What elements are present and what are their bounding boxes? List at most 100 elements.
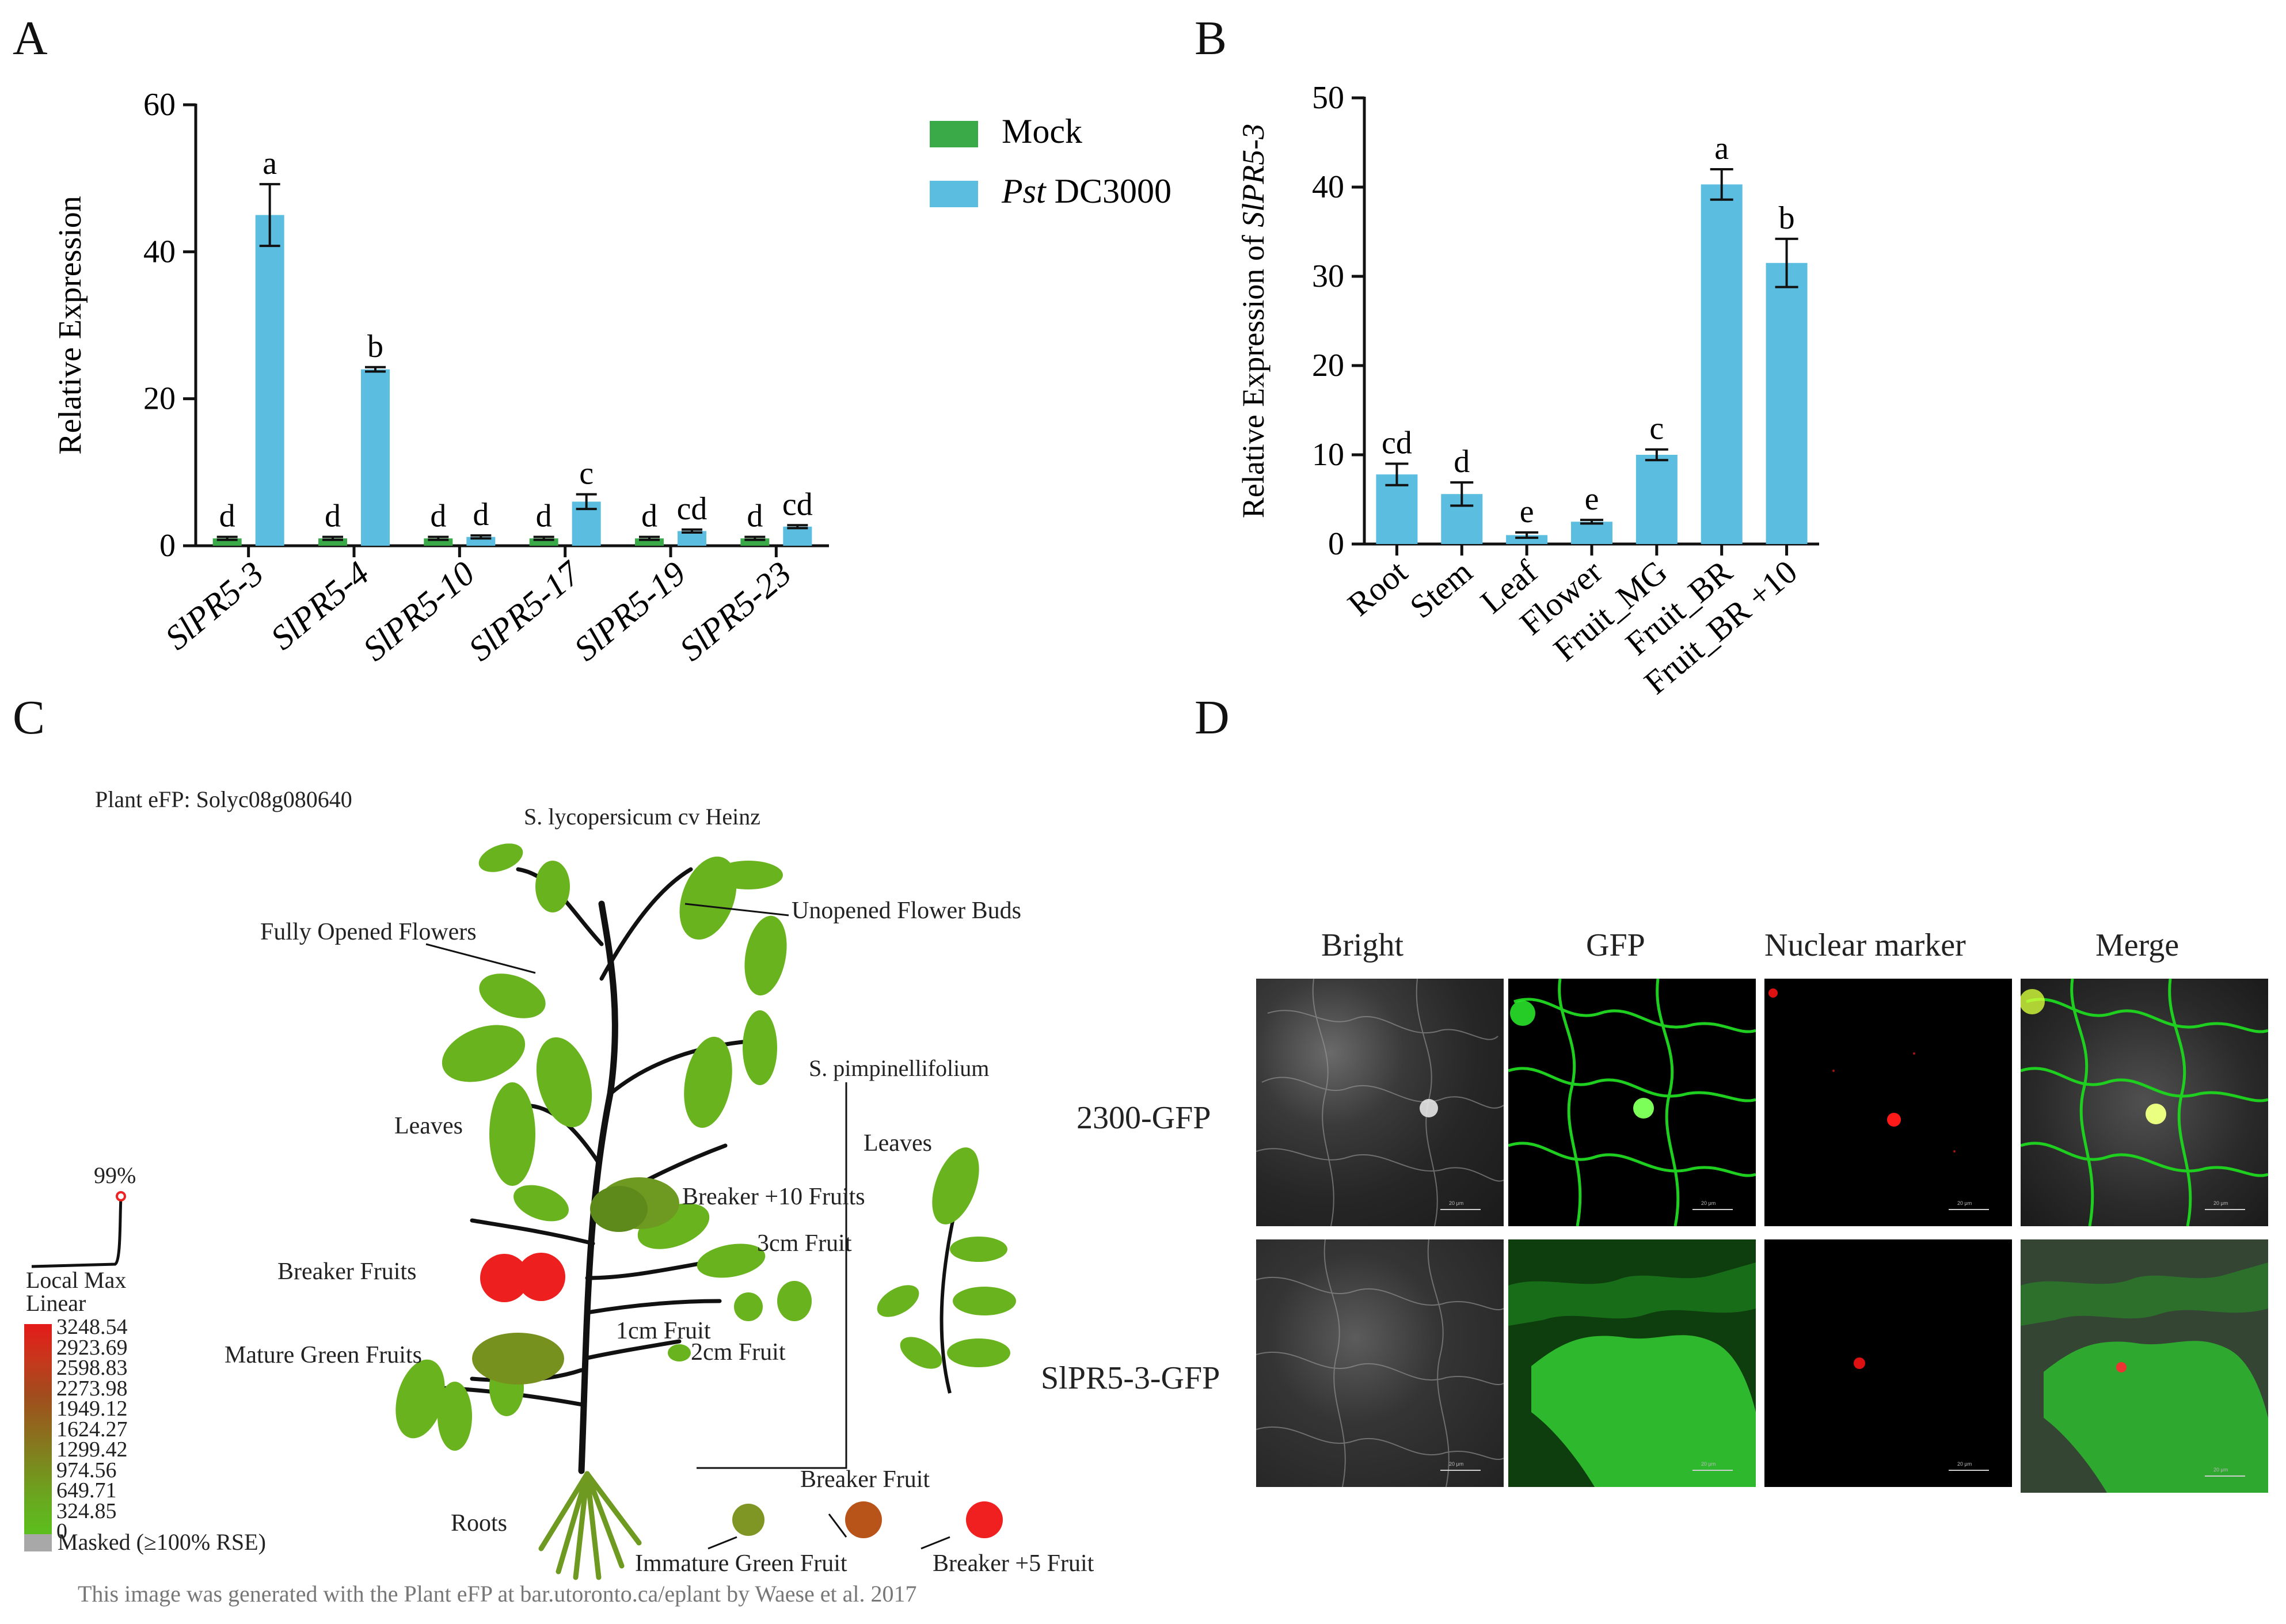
scale-label: 20 μm	[2213, 1467, 2228, 1473]
image-gfp-slpr5: 20 μm	[1508, 1239, 1756, 1487]
x-tick-label: SlPR5-3	[158, 554, 271, 657]
significance-letter: e	[1585, 481, 1599, 517]
efp-scale-value: 2598.83	[56, 1356, 128, 1380]
image-gfp-2300: 20 μm	[1508, 979, 1756, 1226]
y-tick-label: 40	[143, 234, 176, 269]
label-mature-green-fruits: Mature Green Fruits	[225, 1342, 422, 1368]
label-3cm-fruit: 3cm Fruit	[757, 1230, 852, 1257]
bar	[783, 526, 812, 546]
efp-masked-swatch	[24, 1534, 52, 1551]
efp-footer: This image was generated with the Plant …	[78, 1581, 917, 1607]
label-breaker-5-fruit: Breaker +5 Fruit	[933, 1550, 1094, 1577]
x-tick-label: SlPR5-10	[356, 554, 482, 668]
plant-leaves	[395, 843, 812, 1451]
scale-label: 20 μm	[2213, 1200, 2228, 1206]
bar	[1635, 455, 1678, 544]
x-tick-label: Root	[1341, 553, 1414, 623]
tomato-plant-illustration	[395, 843, 1016, 1580]
bar	[1766, 263, 1808, 544]
significance-letter: b	[1779, 200, 1795, 236]
label-roots: Roots	[451, 1510, 508, 1536]
scale-label: 20 μm	[1449, 1200, 1464, 1206]
panel-label-a: A	[13, 12, 48, 65]
plant-roots	[538, 1471, 642, 1580]
label-immature-green-fruit: Immature Green Fruit	[635, 1550, 847, 1577]
chart-b: 0 10 20 30 40 50 Relative Expression of SlPR5-…	[1236, 80, 1819, 701]
legend-label: Pst DC3000	[1001, 172, 1171, 210]
bar	[255, 215, 284, 546]
label-unopened-flower-buds: Unopened Flower Buds	[792, 897, 1021, 924]
y-axis-label-text: Relative Expression of	[1236, 227, 1271, 518]
significance-letter: d	[325, 499, 341, 534]
efp-scale-value: 0	[56, 1519, 67, 1543]
significance-letter: c	[579, 456, 594, 492]
bar	[1701, 184, 1743, 545]
y-tick-label: 50	[1312, 80, 1344, 116]
scale-label: 20 μm	[1957, 1461, 1972, 1467]
col-label-bright: Bright	[1321, 927, 1404, 963]
image-nuclear-slpr5: 20 μm	[1764, 1239, 2012, 1487]
x-tick-label: SlPR5-19	[567, 554, 693, 668]
efp-scale-value: 3248.54	[56, 1315, 128, 1339]
col-label-merge: Merge	[2095, 927, 2180, 963]
image-bright-slpr5: 20 μm	[1256, 1239, 1504, 1487]
efp-species: S. lycopersicum cv Heinz	[524, 804, 760, 830]
legend-label-text: DC3000	[1055, 172, 1171, 210]
plant-stems	[412, 867, 751, 1474]
efp-species2: S. pimpinellifolium	[809, 1055, 990, 1081]
col-label-gfp: GFP	[1586, 927, 1645, 963]
efp-scale-value: 1624.27	[56, 1417, 128, 1442]
image-merge-2300: 20 μm	[2021, 979, 2268, 1226]
row-label-slpr5-3-gfp: SlPR5-3-GFP	[1041, 1360, 1220, 1396]
significance-letter: d	[747, 499, 763, 534]
y-axis-label-gene: SlPR5-3	[1236, 124, 1271, 227]
x-tick-label: SlPR5-23	[672, 554, 798, 668]
y-axis-label: Relative Expression of SlPR5-3	[1236, 124, 1271, 518]
y-tick-label: 40	[1312, 169, 1344, 205]
panel-label-d: D	[1195, 691, 1230, 744]
efp-scale-value: 2273.98	[56, 1376, 128, 1401]
scale-label: 20 μm	[1701, 1200, 1716, 1206]
efp-scale-value: 974.56	[56, 1458, 117, 1482]
scale-label: 20 μm	[1957, 1200, 1972, 1206]
plant-fruits	[472, 1177, 1003, 1538]
legend-label: Mock	[1002, 112, 1082, 150]
significance-letter: d	[219, 499, 235, 534]
bar	[1571, 522, 1612, 544]
panel-label-c: C	[13, 691, 45, 744]
efp-masked-label: Masked (≥100% RSE)	[58, 1529, 266, 1555]
legend-swatch	[930, 181, 978, 207]
significance-letter: a	[1714, 131, 1729, 166]
significance-letter: cd	[677, 491, 708, 527]
x-tick-label: SlPR5-17	[461, 553, 588, 668]
image-merge-slpr5: 20 μm	[2021, 1239, 2268, 1493]
y-axis-label: Relative Expression	[52, 196, 88, 454]
significance-letter: d	[536, 499, 552, 534]
legend-label-italic: Pst	[1001, 172, 1055, 210]
y-tick-label: 0	[1328, 526, 1344, 562]
significance-letter: b	[367, 329, 383, 364]
efp-scale-value: 649.71	[56, 1478, 117, 1503]
panel-label-b: B	[1195, 12, 1227, 65]
col-label-nuclear-marker: Nuclear marker	[1764, 927, 1966, 963]
label-leaves: Leaves	[394, 1113, 463, 1139]
efp-percentile-curve	[31, 1191, 126, 1268]
y-tick-label: 20	[143, 381, 176, 417]
label-breaker-fruit: Breaker Fruit	[800, 1466, 930, 1493]
efp-scale-value: 1299.42	[56, 1437, 128, 1462]
bar	[361, 369, 390, 546]
y-tick-label: 20	[1312, 348, 1344, 383]
pimpinellifolium-plant	[877, 1147, 1016, 1394]
species-divider	[697, 1082, 847, 1469]
efp-scale-value: 1949.12	[56, 1397, 128, 1421]
image-bright-2300: 20 μm	[1256, 979, 1504, 1226]
y-tick-label: 0	[159, 528, 176, 564]
chart-a: 0 20 40 60 Relative Expression d a SlPR5-3 d b SlP…	[52, 87, 1171, 668]
label-breaker-10-fruits: Breaker +10 Fruits	[682, 1184, 865, 1210]
efp-scale-value: 324.85	[56, 1499, 117, 1523]
scale-label: 20 μm	[1449, 1461, 1464, 1467]
label-leaves-pimpinellifolium: Leaves	[864, 1130, 932, 1157]
significance-letter: d	[473, 497, 489, 533]
y-tick-label: 10	[1312, 437, 1344, 473]
label-2cm-fruit: 2cm Fruit	[691, 1339, 786, 1366]
